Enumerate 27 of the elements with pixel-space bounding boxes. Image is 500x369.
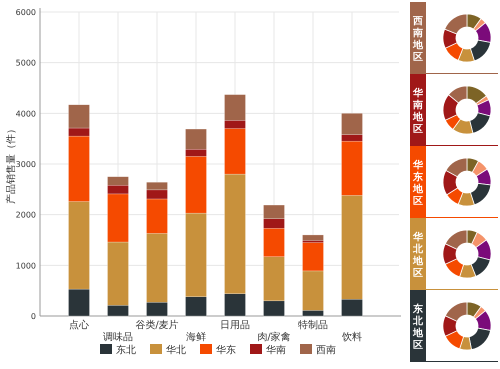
x-tick-label: 海鲜 xyxy=(186,331,206,343)
x-tick-label: 特制品 xyxy=(298,319,328,331)
y-tick-label: 1000 xyxy=(16,261,36,270)
y-axis-title: 产品销售量（件） xyxy=(5,124,17,204)
y-tick-label: 3000 xyxy=(16,160,36,169)
text: 华北地区 xyxy=(412,231,424,279)
legend-label: 华东 xyxy=(216,344,236,356)
x-tick-label: 谷类/麦片 xyxy=(135,319,179,331)
y-tick-label: 2000 xyxy=(16,210,36,220)
y-tick-label: 6000 xyxy=(16,8,36,17)
x-tick-label: 点心 xyxy=(69,319,89,331)
legend-label: 西南 xyxy=(316,344,336,356)
text: 东北地区 xyxy=(412,303,424,351)
text: 西南地区 xyxy=(412,16,424,63)
legend-label: 华南 xyxy=(266,344,286,356)
y-tick-label: 5000 xyxy=(16,58,36,68)
x-tick-label: 饮料 xyxy=(341,331,362,343)
y-tick-label: 4000 xyxy=(16,109,36,118)
legend-label: 东北 xyxy=(116,344,136,356)
legend-label: 华北 xyxy=(166,344,186,356)
x-tick-label: 日用品 xyxy=(220,320,250,331)
bar xyxy=(302,234,324,241)
text: 华南地区 xyxy=(412,87,424,135)
y-tick-label: 0 xyxy=(30,312,36,321)
x-tick-label: 肉/家禽 xyxy=(257,331,291,343)
text: 华东地区 xyxy=(412,159,424,207)
x-tick-label: 调味品 xyxy=(103,331,133,343)
